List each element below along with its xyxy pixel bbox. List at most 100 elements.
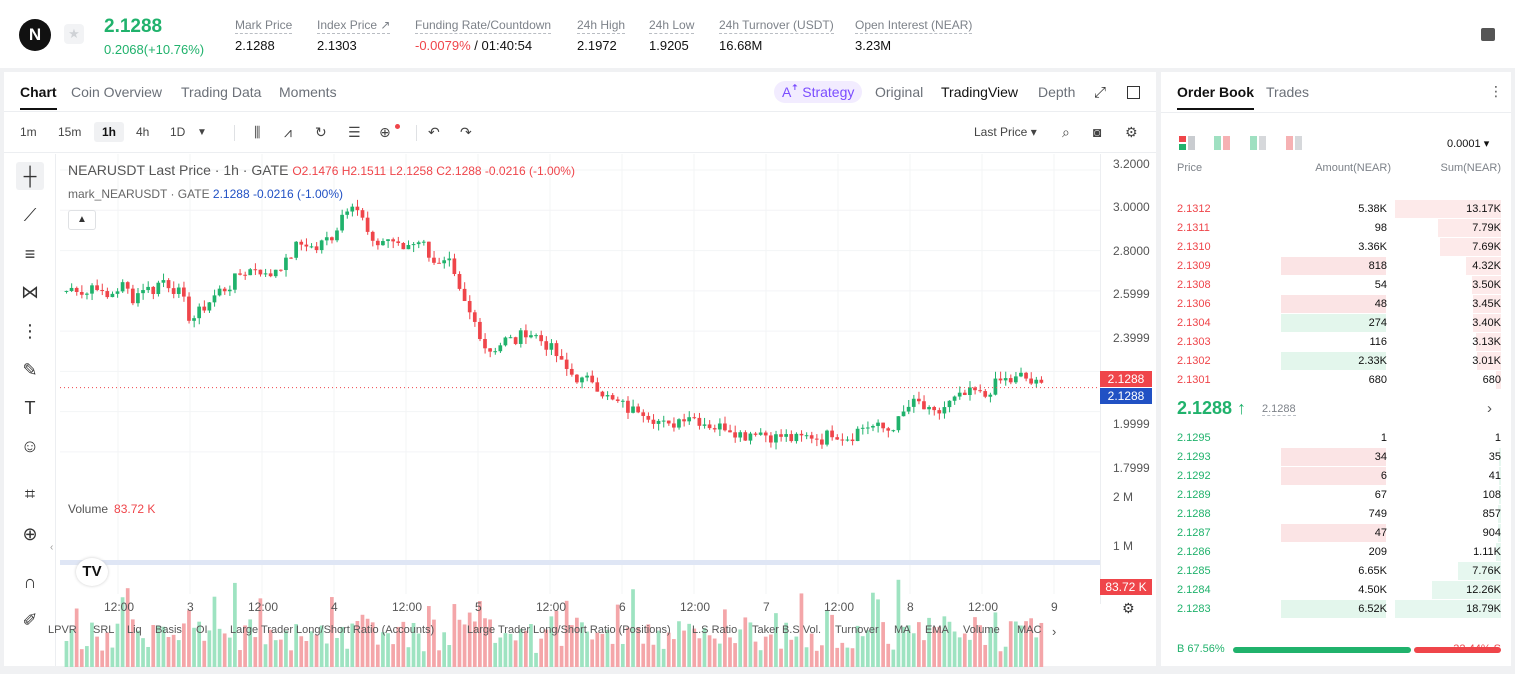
indicator-ema[interactable]: EMA: [925, 624, 949, 636]
camera-icon[interactable]: ◙: [1093, 124, 1102, 140]
indicator-ma[interactable]: MA: [894, 624, 911, 636]
price-chart[interactable]: [60, 154, 1100, 674]
tab-tradingview[interactable]: TradingView: [941, 84, 1019, 100]
bid-row[interactable]: 2.1295 1 1: [1161, 429, 1511, 448]
collapse-left-icon[interactable]: ‹: [50, 542, 54, 553]
more-options-icon[interactable]: ⋮: [1489, 83, 1503, 99]
tab-moments[interactable]: Moments: [279, 84, 337, 100]
ask-row[interactable]: 2.1301 680 680: [1161, 371, 1511, 390]
chart-settings-icon[interactable]: ⚙: [1122, 600, 1135, 616]
bid-row[interactable]: 2.1285 6.65K 7.76K: [1161, 562, 1511, 581]
timeframe-1d[interactable]: 1D: [170, 125, 186, 139]
tab-order-book[interactable]: Order Book: [1177, 84, 1255, 110]
bid-row[interactable]: 2.1288 749 857: [1161, 505, 1511, 524]
tab-original[interactable]: Original: [875, 84, 924, 100]
legend-collapse-button[interactable]: ▲: [68, 210, 96, 230]
tab-coin-overview[interactable]: Coin Overview: [71, 84, 163, 100]
templates-icon[interactable]: ☰: [348, 124, 361, 140]
bid-row[interactable]: 2.1293 34 35: [1161, 448, 1511, 467]
ask-row[interactable]: 2.1312 5.38K 13.17K: [1161, 200, 1511, 219]
candle-body: [217, 288, 222, 296]
tab-trading-data[interactable]: Trading Data: [181, 84, 262, 100]
timeframe-4h[interactable]: 4h: [136, 125, 150, 139]
indicator-lpvr[interactable]: LPVR: [48, 624, 77, 636]
ask-row[interactable]: 2.1311 98 7.79K: [1161, 219, 1511, 238]
pencil-icon[interactable]: ✐: [22, 610, 38, 630]
timeframe-dropdown-icon[interactable]: ▼: [197, 127, 207, 138]
indicator-oi[interactable]: OI: [196, 624, 208, 636]
emoji-icon[interactable]: ☺: [20, 436, 40, 456]
stat-label-turnover[interactable]: 24h Turnover (USDT): [719, 18, 834, 34]
timeframe-1m[interactable]: 1m: [20, 125, 37, 139]
stat-label-funding[interactable]: Funding Rate/Countdown: [415, 18, 552, 34]
pattern-icon[interactable]: ⋈: [21, 282, 39, 302]
replay-icon[interactable]: ↻: [315, 124, 327, 140]
zoom-in-icon[interactable]: ⊕: [22, 524, 38, 544]
chevron-right-icon[interactable]: ›: [1487, 400, 1492, 417]
search-icon[interactable]: ⌕: [1062, 124, 1070, 140]
bid-row[interactable]: 2.1286 209 1.11K: [1161, 543, 1511, 562]
ruler-icon[interactable]: ⌗: [24, 484, 36, 504]
indicator-taker-bs[interactable]: Taker B.S Vol.: [752, 624, 822, 636]
ask-row[interactable]: 2.1302 2.33K 3.01K: [1161, 352, 1511, 371]
indicator-volume[interactable]: Volume: [963, 624, 1000, 636]
indicator-basis[interactable]: Basis: [155, 624, 182, 636]
layout-asks-icon[interactable]: [1286, 136, 1302, 150]
add-indicator-icon[interactable]: ⊕: [379, 124, 391, 140]
stat-label-mark-price[interactable]: Mark Price: [235, 18, 293, 34]
price-axis[interactable]: 3.2000 3.0000 2.8000 2.5999 2.3999 1.999…: [1100, 154, 1156, 604]
indicator-macd[interactable]: MACD: [1017, 624, 1042, 636]
horizontal-lines-icon[interactable]: ≡: [24, 244, 36, 264]
ask-row[interactable]: 2.1308 54 3.50K: [1161, 276, 1511, 295]
magnet-icon[interactable]: ∩: [23, 572, 37, 592]
indicator-turnover[interactable]: Turnover: [835, 624, 879, 636]
layout-bids-icon[interactable]: [1250, 136, 1266, 150]
candle-body: [253, 269, 258, 271]
bid-row[interactable]: 2.1287 47 904: [1161, 524, 1511, 543]
trend-line-icon[interactable]: ⟋: [23, 205, 37, 225]
ask-row[interactable]: 2.1306 48 3.45K: [1161, 295, 1511, 314]
indicator-ltlsr-positions[interactable]: Large Trader Long/Short Ratio (Positions…: [467, 624, 671, 636]
ask-row[interactable]: 2.1310 3.36K 7.69K: [1161, 238, 1511, 257]
bid-row[interactable]: 2.1292 6 41: [1161, 467, 1511, 486]
candle-body: [534, 335, 538, 337]
indicator-ls-ratio[interactable]: L.S Ratio: [692, 624, 738, 636]
expand-icon[interactable]: ⤢: [1094, 84, 1107, 101]
tab-depth[interactable]: Depth: [1038, 84, 1076, 100]
timeframe-15m[interactable]: 15m: [58, 125, 82, 139]
layout-both-icon[interactable]: [1179, 136, 1195, 150]
stat-label-index-price[interactable]: Index Price ↗: [317, 18, 391, 34]
brush-icon[interactable]: ✎: [22, 360, 38, 380]
settings-gear-icon[interactable]: ⚙: [1125, 124, 1138, 140]
tab-trades[interactable]: Trades: [1266, 84, 1310, 100]
bid-row[interactable]: 2.1283 6.52K 18.79K: [1161, 600, 1511, 619]
x-tick: 5: [475, 600, 482, 614]
crosshair-icon[interactable]: ┼: [16, 162, 44, 190]
strategy-button[interactable]: Aꜛ Strategy: [774, 81, 863, 103]
stat-label-open-interest[interactable]: Open Interest (NEAR): [855, 18, 973, 34]
bid-row[interactable]: 2.1289 67 108: [1161, 486, 1511, 505]
indicator-ltlsr-accounts[interactable]: Large Trader Long/Short Ratio (Accounts): [230, 624, 435, 636]
precision-select[interactable]: 0.0001 ▾: [1447, 138, 1490, 150]
indicator-srl[interactable]: SRL: [93, 624, 115, 636]
price-source-select[interactable]: Last Price ▾: [974, 125, 1037, 139]
layout-split-icon[interactable]: [1214, 136, 1230, 150]
text-icon[interactable]: T: [24, 398, 36, 418]
indicator-liq[interactable]: Liq: [127, 624, 142, 636]
bid-row[interactable]: 2.1284 4.50K 12.26K: [1161, 581, 1511, 600]
ask-row[interactable]: 2.1304 274 3.40K: [1161, 314, 1511, 333]
tradingview-logo[interactable]: TV: [76, 558, 108, 586]
ask-row[interactable]: 2.1309 818 4.32K: [1161, 257, 1511, 276]
fib-icon[interactable]: ⋮: [21, 321, 39, 341]
favorite-star-icon[interactable]: ★: [64, 24, 84, 44]
timeframe-1h[interactable]: 1h: [94, 122, 125, 142]
chevron-right-icon[interactable]: ›: [1052, 624, 1057, 639]
indicators-icon[interactable]: ⩘: [284, 124, 292, 140]
book-icon[interactable]: [1481, 28, 1495, 41]
ask-row[interactable]: 2.1303 116 3.13K: [1161, 333, 1511, 352]
candle-type-icon[interactable]: ⫼: [254, 124, 261, 140]
undo-icon[interactable]: ↶: [428, 124, 440, 140]
fullscreen-icon[interactable]: [1127, 86, 1140, 99]
redo-icon[interactable]: ↷: [460, 124, 472, 140]
tab-chart[interactable]: Chart: [20, 84, 57, 110]
